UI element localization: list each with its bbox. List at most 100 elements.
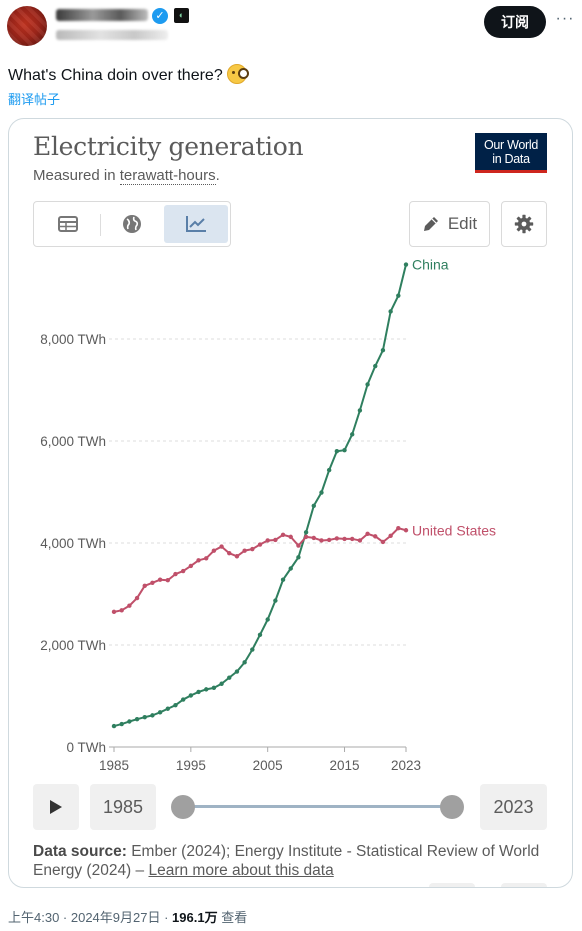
tab-divider	[100, 214, 101, 236]
x-tick-label: 1985	[99, 758, 129, 773]
data-point	[273, 537, 278, 543]
face-with-monocle-icon	[227, 64, 250, 84]
data-point	[219, 681, 224, 686]
tab-map[interactable]	[100, 205, 164, 243]
data-point	[365, 531, 370, 537]
tweet-text-content: What's China doin over there?	[8, 67, 223, 84]
data-point	[388, 309, 393, 314]
data-point	[111, 723, 117, 729]
data-point	[265, 538, 270, 543]
data-point	[350, 536, 355, 542]
data-point	[196, 689, 201, 695]
data-point	[150, 713, 155, 718]
data-point	[373, 534, 378, 539]
data-point	[319, 538, 324, 543]
tweet-timestamp[interactable]: 上午4:30 · 2024年9月27日 ·	[8, 910, 173, 925]
timeline-slider-track[interactable]	[183, 805, 453, 808]
handle-redacted[interactable]	[56, 30, 168, 40]
series-line-china	[113, 264, 407, 728]
series-label: United States	[412, 522, 496, 538]
timeline-start-handle[interactable]	[171, 795, 195, 819]
data-source: Data source: Ember (2024); Energy Instit…	[33, 842, 553, 880]
data-point	[142, 583, 147, 589]
data-point	[403, 528, 409, 533]
y-tick-label: 8,000 TWh	[40, 332, 106, 347]
data-point	[211, 548, 217, 553]
data-point	[273, 598, 278, 603]
subtitle-prefix: Measured in	[33, 167, 120, 184]
settings-button[interactable]	[501, 201, 547, 247]
data-point	[380, 539, 386, 545]
translate-post-link[interactable]: 翻译帖子	[8, 92, 61, 107]
more-options-icon[interactable]: ···	[555, 10, 575, 27]
data-point	[119, 608, 124, 613]
play-button[interactable]	[33, 784, 79, 830]
footer-tab-share[interactable]	[501, 883, 547, 887]
tab-chart[interactable]	[164, 205, 228, 243]
source-label: Data source:	[33, 843, 127, 860]
data-point	[227, 551, 232, 556]
data-point	[350, 432, 355, 437]
tweet-meta: 上午4:30 · 2024年9月27日 · 196.1万 查看	[8, 907, 247, 926]
y-tick-label: 2,000 TWh	[40, 638, 106, 653]
data-point	[257, 542, 263, 547]
footer-tab-download[interactable]	[429, 883, 475, 887]
subscribe-button[interactable]: 订阅	[484, 6, 546, 38]
data-point	[334, 536, 340, 541]
globe-icon	[123, 215, 141, 233]
chart-subtitle: Measured in terawatt-hours.	[33, 167, 220, 185]
data-point	[157, 577, 163, 582]
timeline-end-year[interactable]: 2023	[480, 784, 547, 830]
subtitle-unit-link[interactable]: terawatt-hours	[119, 167, 216, 185]
avatar[interactable]	[7, 6, 47, 46]
affiliate-badge-icon: ◐	[174, 8, 189, 23]
data-point	[242, 548, 247, 553]
tweet-text: What's China doin over there?	[8, 64, 250, 85]
owid-logo[interactable]: Our World in Data	[475, 133, 547, 173]
data-point	[250, 647, 255, 652]
line-chart[interactable]: 0 TWh 2,000 TWh 4,000 TWh 6,000 TWh 8,000 TW…	[9, 255, 573, 775]
y-tick-label: 4,000 TWh	[40, 536, 106, 551]
data-point	[134, 717, 140, 722]
data-point	[311, 535, 316, 541]
data-point	[357, 408, 363, 413]
data-point	[396, 293, 401, 298]
data-point	[357, 538, 363, 543]
learn-more-link[interactable]: Learn more about this data	[148, 862, 334, 879]
y-tick-label: 0 TWh	[66, 740, 106, 755]
chart-card[interactable]: Electricity generation Measured in teraw…	[8, 118, 573, 888]
data-point	[219, 544, 224, 549]
edit-button[interactable]: Edit	[409, 201, 490, 247]
data-point	[180, 697, 186, 702]
data-point	[280, 577, 286, 582]
data-point	[119, 721, 124, 727]
display-name-redacted[interactable]	[56, 9, 148, 21]
data-point	[257, 632, 263, 637]
data-point	[265, 617, 270, 622]
data-point	[188, 693, 194, 698]
data-point	[326, 537, 332, 543]
subtitle-suffix: .	[215, 167, 220, 184]
x-tick-label: 1995	[176, 758, 206, 773]
timeline-end-handle[interactable]	[440, 795, 464, 819]
logo-line-1: Our World	[483, 138, 539, 152]
x-tick-label: 2023	[391, 758, 421, 773]
data-point	[288, 534, 293, 540]
tab-table[interactable]	[36, 205, 100, 243]
data-point	[280, 532, 286, 538]
data-point	[303, 530, 309, 535]
data-point	[342, 447, 347, 453]
play-icon	[50, 800, 62, 814]
line-chart-icon	[186, 216, 206, 232]
edit-label: Edit	[447, 214, 478, 233]
y-tick-label: 6,000 TWh	[40, 434, 106, 449]
data-point	[334, 449, 340, 454]
timeline-start-year[interactable]: 1985	[90, 784, 156, 830]
data-point	[342, 536, 347, 542]
data-point	[134, 595, 140, 601]
data-point	[165, 706, 170, 711]
data-point	[250, 546, 255, 552]
data-point	[234, 554, 240, 559]
series-label: China	[412, 257, 449, 273]
data-point	[373, 363, 378, 369]
